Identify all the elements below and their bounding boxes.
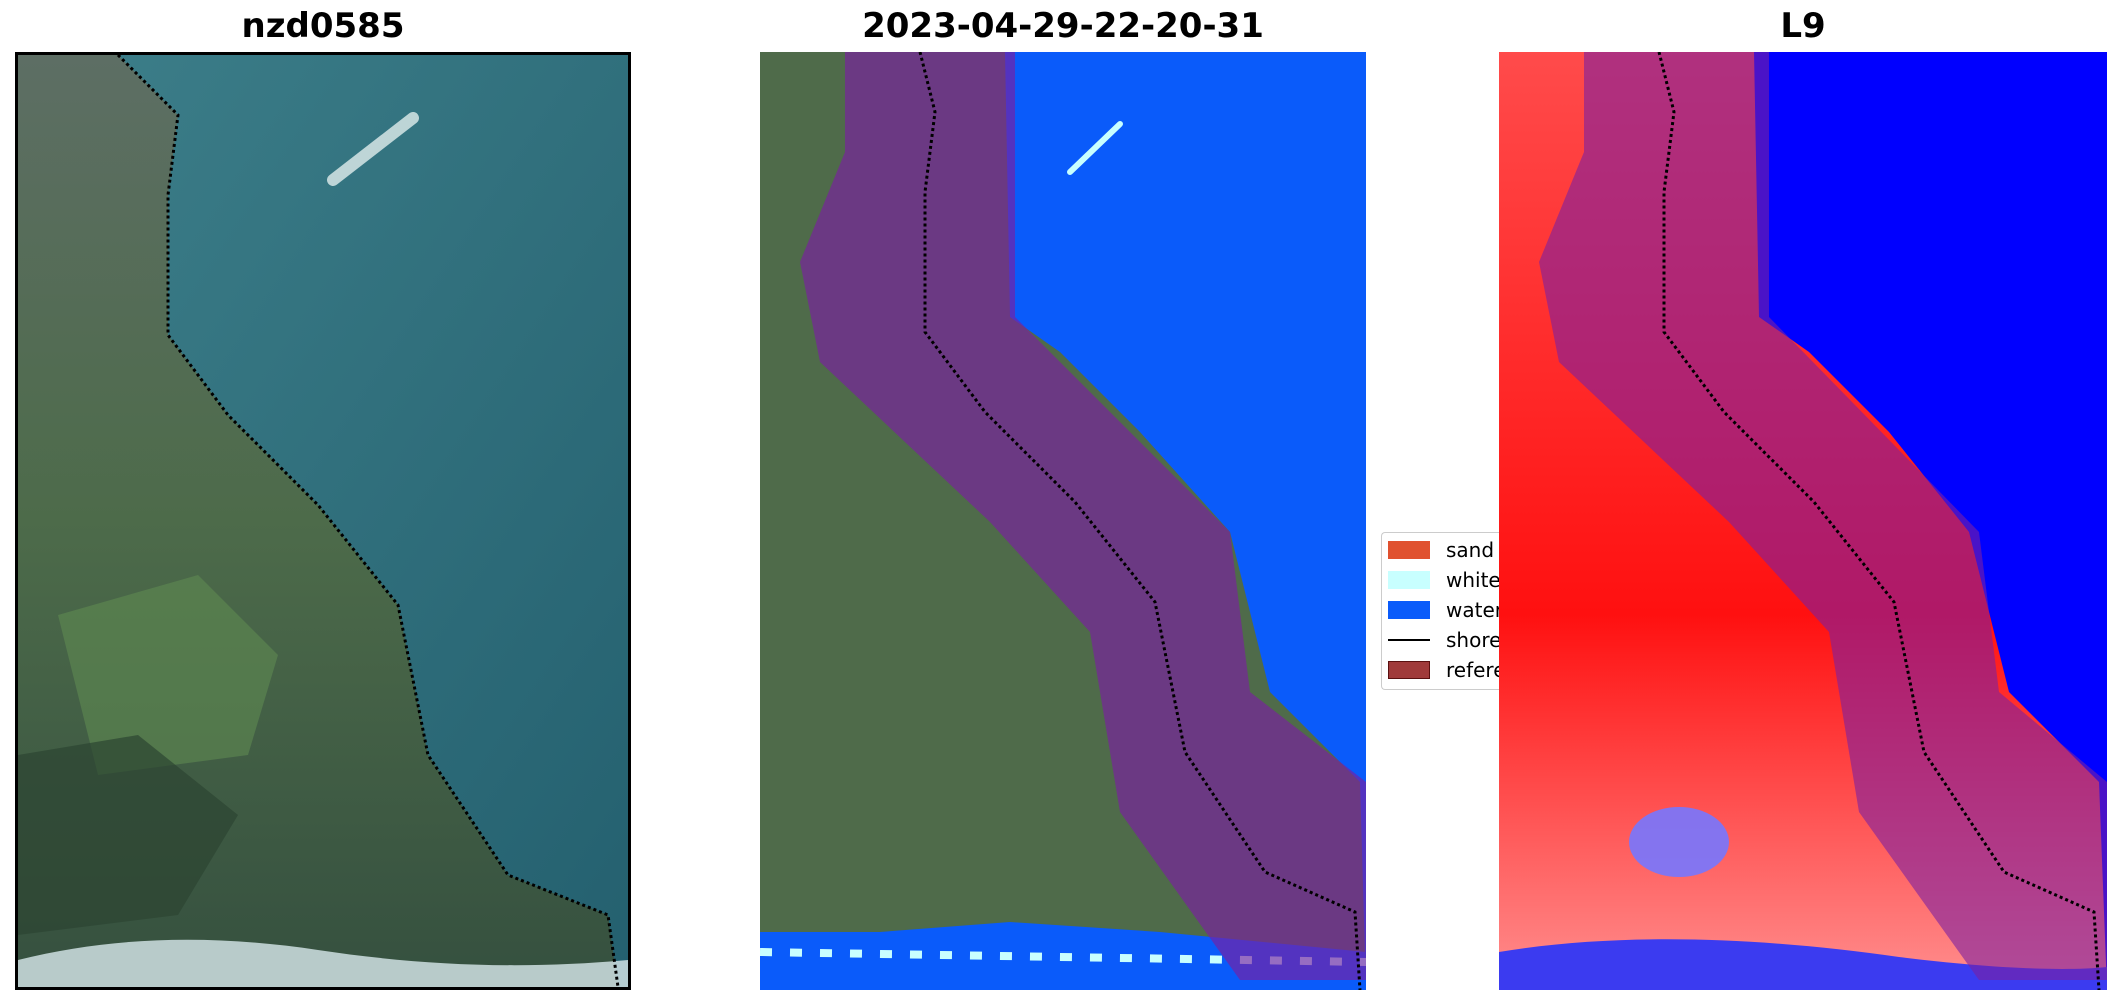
detected-shoreline [918, 52, 1362, 990]
panel-title-index: L9 [1780, 6, 1826, 46]
forest-area [18, 735, 238, 935]
classified-image [760, 52, 1366, 990]
white-water-swatch-icon [1388, 571, 1430, 589]
index-surf-area [1499, 939, 2107, 990]
index-image [1499, 52, 2107, 990]
legend-item-shoreline: shoreline [1388, 627, 1499, 653]
water-swatch-icon [1388, 601, 1430, 619]
sand-swatch-icon [1388, 541, 1430, 559]
legend: sand white-water water shoreline referen… [1381, 532, 1499, 690]
index-image-panel [1499, 52, 2107, 990]
index-shoreline [1657, 52, 2101, 990]
breaking-wave [327, 112, 419, 186]
index-reference-buffer [1539, 52, 2107, 980]
legend-item-reference-buffer: reference shoreline buffer [1388, 657, 1499, 683]
reference-buffer-swatch-icon [1388, 661, 1430, 679]
white-water-patch [1067, 121, 1123, 175]
legend-item-water: water [1388, 597, 1499, 623]
index-inland-water [1629, 807, 1729, 877]
legend-item-sand: sand [1388, 537, 1494, 563]
rgb-satellite-image [18, 55, 628, 987]
panel-title-rgb: nzd0585 [241, 6, 405, 46]
shoreline-line-icon [1388, 639, 1430, 641]
legend-item-white-water: white-water [1388, 567, 1499, 593]
classified-image-panel [760, 52, 1366, 990]
field-area [58, 575, 278, 775]
shoreline-trace [116, 55, 620, 987]
surf-area [18, 939, 628, 987]
rgb-satellite-image-panel [15, 52, 631, 990]
panel-title-classified: 2023-04-29-22-20-31 [862, 6, 1264, 46]
reference-shoreline-buffer [800, 52, 1366, 980]
